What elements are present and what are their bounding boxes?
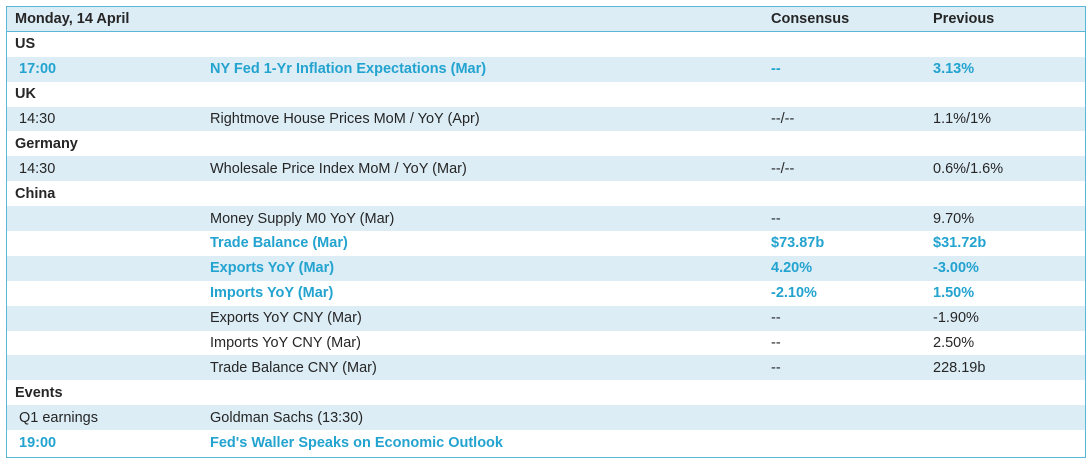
table-header: Monday, 14 April Consensus Previous <box>7 7 1085 32</box>
table-row: 14:30 Wholesale Price Index MoM / YoY (Ma… <box>7 156 1085 182</box>
table-row: Money Supply M0 YoY (Mar) -- 9.70% <box>7 206 1085 232</box>
previous-cell: 9.70% <box>933 210 975 227</box>
consensus-cell: --/-- <box>771 160 795 177</box>
event-cell: Trade Balance CNY (Mar) <box>210 359 377 376</box>
previous-heading: Previous <box>933 10 995 27</box>
consensus-cell: --/-- <box>771 111 795 127</box>
time-cell: 19:00 <box>19 434 57 451</box>
section-header: China <box>7 181 1085 207</box>
consensus-cell: $73.87b <box>771 235 825 252</box>
event-cell: Trade Balance (Mar) <box>210 235 348 252</box>
table-body: US 17:00 NY Fed 1-Yr Inflation Expectation… <box>7 31 1085 456</box>
previous-cell: -3.00% <box>933 260 979 277</box>
consensus-cell: 4.20% <box>771 260 813 277</box>
consensus-cell: -2.10% <box>771 285 817 302</box>
previous-cell: 1.1%/1% <box>933 111 992 127</box>
time-cell: Q1 earnings <box>19 409 98 426</box>
table-row: 17:00 NY Fed 1-Yr Inflation Expectations … <box>7 56 1085 82</box>
section-header: Events <box>7 380 1085 406</box>
table-row: Q1 earnings Goldman Sachs (13:30) <box>7 405 1085 431</box>
event-cell: Exports YoY (Mar) <box>210 260 335 277</box>
event-cell: Fed's Waller Speaks on Economic Outlook <box>210 434 503 451</box>
consensus-cell: -- <box>771 335 781 352</box>
consensus-cell: -- <box>771 359 781 376</box>
event-cell: Rightmove House Prices MoM / YoY (Apr) <box>210 111 480 127</box>
section-title: US <box>15 36 36 53</box>
section-header: US <box>7 31 1085 57</box>
table-row: Trade Balance CNY (Mar) -- 228.19b <box>7 355 1085 381</box>
previous-cell: 228.19b <box>933 359 986 376</box>
economic-calendar-table: Monday, 14 April Consensus Previous US 17… <box>6 6 1086 458</box>
event-cell: Goldman Sachs (13:30) <box>210 409 364 426</box>
table-row: 19:00 Fed's Waller Speaks on Economic Out… <box>7 430 1085 456</box>
consensus-cell: -- <box>771 210 781 227</box>
consensus-heading: Consensus <box>771 10 850 27</box>
table-row: Imports YoY CNY (Mar) -- 2.50% <box>7 330 1085 356</box>
previous-cell: 0.6%/1.6% <box>933 160 1004 177</box>
consensus-cell: -- <box>771 310 781 327</box>
time-cell: 17:00 <box>19 61 57 78</box>
section-title: China <box>15 185 56 202</box>
previous-cell: $31.72b <box>933 235 987 252</box>
section-header: Germany <box>7 131 1085 157</box>
previous-cell: 3.13% <box>933 61 975 78</box>
section-title: UK <box>15 86 36 103</box>
consensus-cell: -- <box>771 61 781 78</box>
event-cell: Imports YoY (Mar) <box>210 285 334 302</box>
event-cell: Wholesale Price Index MoM / YoY (Mar) <box>210 160 467 177</box>
section-header: UK <box>7 81 1085 107</box>
event-cell: Exports YoY CNY (Mar) <box>210 310 362 327</box>
table-row: Imports YoY (Mar) -2.10% 1.50% <box>7 280 1085 306</box>
previous-cell: 2.50% <box>933 335 975 352</box>
time-cell: 14:30 <box>19 160 56 177</box>
table-row: Exports YoY CNY (Mar) -- -1.90% <box>7 305 1085 331</box>
section-title: Events <box>15 384 63 401</box>
table-row: 14:30 Rightmove House Prices MoM / YoY (A… <box>7 106 1085 132</box>
event-cell: Imports YoY CNY (Mar) <box>210 335 361 352</box>
section-title: Germany <box>15 135 78 152</box>
table-row: Trade Balance (Mar) $73.87b $31.72b <box>7 231 1085 256</box>
previous-cell: 1.50% <box>933 285 975 302</box>
previous-cell: -1.90% <box>933 310 979 327</box>
date-heading: Monday, 14 April <box>15 10 130 27</box>
event-cell: NY Fed 1-Yr Inflation Expectations (Mar) <box>210 61 487 78</box>
event-cell: Money Supply M0 YoY (Mar) <box>210 210 395 227</box>
table-row: Exports YoY (Mar) 4.20% -3.00% <box>7 255 1085 281</box>
time-cell: 14:30 <box>19 111 56 127</box>
